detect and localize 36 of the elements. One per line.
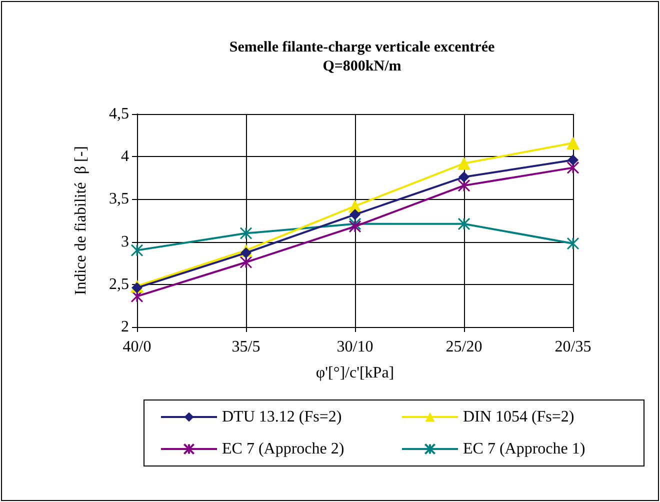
- chart-title: Semelle filante-charge verticale excentrée: [229, 40, 495, 56]
- x-tick-label: 35/5: [232, 338, 260, 356]
- point: [458, 179, 470, 192]
- y-tick-label: 4,5: [109, 106, 129, 122]
- legend-label: EC 7 (Approche 1): [463, 440, 586, 458]
- point: [130, 290, 144, 303]
- point: [350, 209, 360, 220]
- y-axis-title: Indice de fiabilité β [-]: [72, 146, 90, 295]
- point: [458, 156, 470, 170]
- point: [130, 244, 144, 257]
- point: [240, 256, 252, 268]
- y-tick-label: 2,5: [109, 276, 129, 293]
- y-tick-label: 3: [121, 233, 129, 250]
- y-tick-label: 3,5: [109, 190, 129, 208]
- x-tick-label: 25/20: [446, 338, 482, 356]
- point: [132, 282, 142, 294]
- legend-label: DTU 13.12 (Fs=2): [222, 408, 342, 426]
- x-tick-label: 30/10: [336, 338, 374, 356]
- chart-subtitle: Q=800kN/m: [322, 58, 402, 74]
- point: [458, 172, 470, 183]
- x-tick-label: 20/35: [554, 338, 592, 356]
- y-tick-label: 4: [121, 148, 129, 166]
- point: [240, 227, 252, 240]
- point: [566, 237, 580, 250]
- point: [348, 218, 362, 230]
- y-tick-label: 2: [121, 318, 129, 336]
- x-tick-label: 40/0: [122, 338, 152, 356]
- legend-label: DIN 1054 (Fs=2): [463, 408, 574, 426]
- legend-label: EC 7 (Approche 2): [222, 440, 344, 458]
- x-axis-title: φ'[°]/c'[kPa]: [316, 364, 394, 382]
- point: [568, 154, 578, 166]
- point: [240, 247, 252, 258]
- point: [566, 136, 580, 150]
- point: [348, 220, 362, 233]
- point: [566, 161, 580, 174]
- point: [458, 218, 470, 230]
